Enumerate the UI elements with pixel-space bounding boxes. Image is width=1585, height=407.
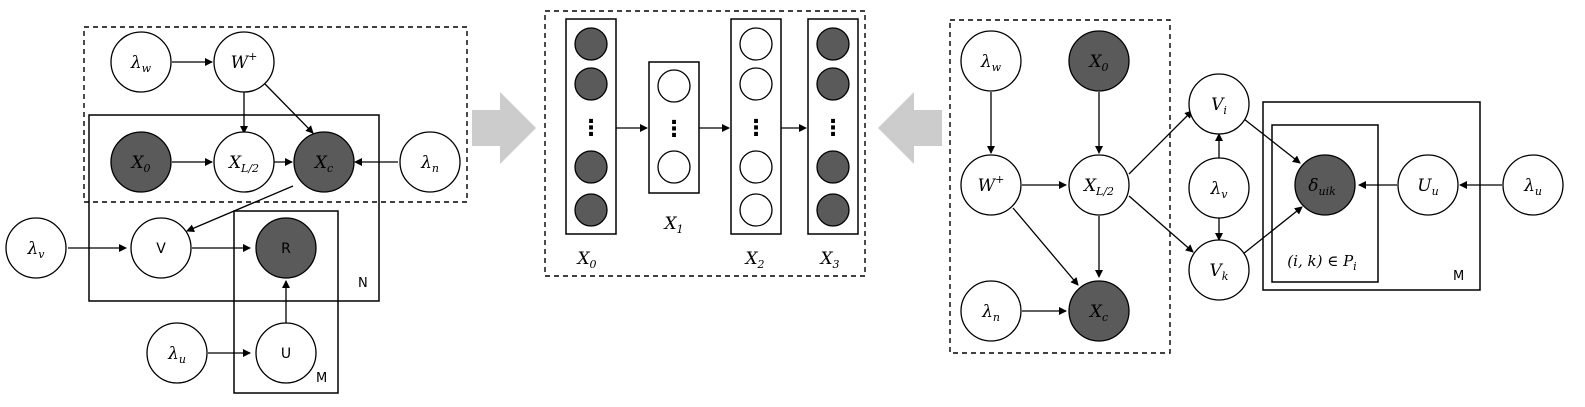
edge-xc-v <box>186 185 294 232</box>
node-w-plus: W+ <box>213 31 275 93</box>
plate-pi <box>1271 124 1379 283</box>
node-r-vk: Vk <box>1188 239 1250 301</box>
svg-text:R: R <box>281 241 291 257</box>
svg-text:Uu: Uu <box>1417 176 1438 198</box>
unit-x2-4 <box>739 193 773 227</box>
node-v: V <box>130 217 192 279</box>
unit-x3-1 <box>816 27 850 61</box>
unit-x3-2 <box>816 67 850 101</box>
svg-text:U: U <box>281 346 291 362</box>
node-r-x0: X0 <box>1068 30 1130 92</box>
dots-x1: ⋮ <box>663 117 685 142</box>
unit-x1-2 <box>657 150 691 184</box>
unit-x0-4 <box>574 193 608 227</box>
svg-text:δuik: δuik <box>1308 176 1336 198</box>
node-x0: X0 <box>110 131 172 193</box>
unit-x3-3 <box>816 150 850 184</box>
unit-x1-1 <box>657 69 691 103</box>
node-r-uu: Uu <box>1397 154 1459 216</box>
node-lambda-u: λu <box>146 322 208 384</box>
svg-text:V: V <box>156 241 166 257</box>
node-lambda-w: λw <box>110 31 172 93</box>
dashed-box-left <box>83 26 468 203</box>
edge-w-xc <box>264 83 314 134</box>
svg-text:λu: λu <box>167 344 186 366</box>
unit-x2-3 <box>739 150 773 184</box>
node-lambda-n: λn <box>399 131 461 193</box>
node-r-lambda-u: λu <box>1502 154 1564 216</box>
node-r: R <box>255 217 317 279</box>
node-r-lambda-w: λw <box>960 30 1022 92</box>
dashed-box-right <box>949 19 1171 354</box>
plate-m-left <box>233 210 339 394</box>
arrow-right-gray <box>472 92 536 164</box>
dots-x2: ⋮ <box>745 116 767 141</box>
svg-text:λn: λn <box>981 302 1000 324</box>
unit-x3-4 <box>816 193 850 227</box>
node-u: U <box>255 322 317 384</box>
unit-x2-2 <box>739 67 773 101</box>
svg-text:XL/2: XL/2 <box>1082 176 1114 198</box>
unit-x0-1 <box>574 27 608 61</box>
unit-x0-2 <box>574 67 608 101</box>
middle-panel: ⋮ ⋮ ⋮ ⋮ X0 X1 X2 X3 <box>544 10 866 277</box>
layer-x0 <box>565 18 617 235</box>
svg-text:Xc: Xc <box>313 153 333 175</box>
layer-x3 <box>807 18 859 235</box>
edge-r-vk-delta <box>1242 206 1303 255</box>
svg-text:λn: λn <box>420 153 439 175</box>
svg-text:W+: W+ <box>231 50 258 73</box>
right-panel: M (i, k) ∈ Pi λw X0 W+ XL/2 <box>949 19 1564 354</box>
plate-m-label-right: M <box>1453 269 1464 284</box>
svg-text:X0: X0 <box>1087 52 1108 74</box>
svg-text:X0: X0 <box>129 153 150 175</box>
dots-x0: ⋮ <box>580 116 602 141</box>
node-r-vi: Vi <box>1188 73 1250 135</box>
label-x1: X1 <box>662 214 683 236</box>
svg-text:W+: W+ <box>978 173 1005 196</box>
svg-text:λw: λw <box>130 53 152 75</box>
dashed-box-middle <box>544 10 866 277</box>
edge-r-xl2-vk <box>1128 195 1194 253</box>
svg-text:XL/2: XL/2 <box>227 153 259 175</box>
node-r-xl2: XL/2 <box>1068 154 1130 216</box>
label-x0: X0 <box>575 249 596 271</box>
svg-text:λu: λu <box>1523 176 1542 198</box>
arrow-left-gray <box>878 92 942 164</box>
layer-x2 <box>730 18 782 235</box>
node-xl2: XL/2 <box>213 131 275 193</box>
plate-pi-label: (i, k) ∈ Pi <box>1287 252 1356 273</box>
node-r-lambda-n: λn <box>960 280 1022 342</box>
node-r-delta: δuik <box>1294 154 1356 216</box>
svg-text:λw: λw <box>980 52 1002 74</box>
svg-text:Xc: Xc <box>1088 302 1108 324</box>
svg-text:λv: λv <box>1210 179 1229 201</box>
node-lambda-v: λv <box>5 217 67 279</box>
svg-text:Vk: Vk <box>1210 261 1229 283</box>
edge-r-w-xc <box>1012 207 1079 286</box>
node-r-w-plus: W+ <box>960 154 1022 216</box>
node-r-xc: Xc <box>1068 280 1130 342</box>
plate-m-label-left: M <box>316 371 327 386</box>
edge-r-vi-delta <box>1243 118 1301 164</box>
unit-x2-1 <box>739 27 773 61</box>
left-panel: N M λw W+ X0 XL/2 X <box>5 26 468 394</box>
svg-text:λv: λv <box>27 239 46 261</box>
plate-n-label: N <box>358 276 368 291</box>
node-xc: Xc <box>293 131 355 193</box>
label-x2: X2 <box>743 249 764 271</box>
label-x3: X3 <box>818 249 839 271</box>
unit-x0-3 <box>574 150 608 184</box>
node-r-lambda-v: λv <box>1188 157 1250 219</box>
svg-text:Vi: Vi <box>1211 95 1227 117</box>
dots-x3: ⋮ <box>822 116 844 141</box>
edge-r-xl2-vi <box>1128 110 1193 175</box>
plate-m-right <box>1262 101 1481 291</box>
